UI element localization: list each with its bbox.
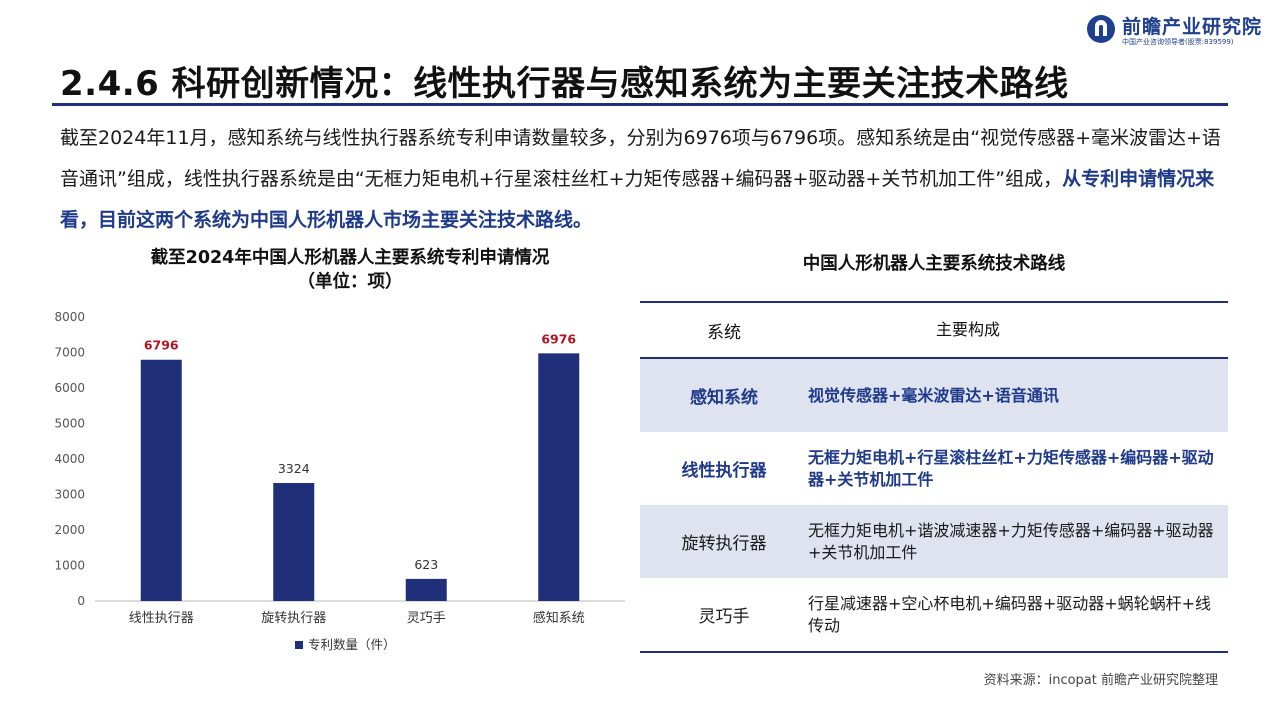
bar-4 xyxy=(538,353,580,601)
y-tick-label: 2000 xyxy=(54,523,85,537)
chart-title-block: 截至2024年中国人形机器人主要系统专利申请情况 （单位：项） xyxy=(60,246,640,294)
table-row: 旋转执行器 无框力矩电机+谐波减速器+力矩传感器+编码器+驱动器+关节机加工件 xyxy=(640,505,1228,578)
intro-paragraph: 截至2024年11月，感知系统与线性执行器系统专利申请数量较多，分别为6976项… xyxy=(60,118,1230,241)
table-cell-system: 线性执行器 xyxy=(681,461,767,481)
table-header-row: 系统 主要构成 xyxy=(640,303,1228,359)
x-tick-label: 线性执行器 xyxy=(129,611,194,626)
legend-label: 专利数量（件） xyxy=(308,637,396,652)
bar-value-label: 6976 xyxy=(541,331,576,346)
table-header-composition: 主要构成 xyxy=(935,320,1000,339)
y-tick-label: 1000 xyxy=(54,559,85,573)
table-header-system: 系统 xyxy=(707,322,741,343)
source-note: 资料来源：incopat 前瞻产业研究院整理 xyxy=(983,673,1218,688)
brand-name: 前瞻产业研究院 xyxy=(1122,16,1263,38)
bar-value-label: 6796 xyxy=(144,338,179,353)
y-tick-label: 7000 xyxy=(54,346,85,360)
table-row: 感知系统 视觉传感器+毫米波雷达+语音通讯 xyxy=(640,359,1228,432)
table-row: 灵巧手 行星减速器+空心杯电机+编码器+驱动器+蜗轮蜗杆+线传动 xyxy=(640,578,1228,651)
table-cell-system: 灵巧手 xyxy=(698,607,750,627)
bar-1 xyxy=(140,359,182,601)
intro-text: 截至2024年11月，感知系统与线性执行器系统专利申请数量较多，分别为6976项… xyxy=(60,127,1221,190)
brand-tagline: 中国产业咨询领导者(股票:839599) xyxy=(1122,38,1234,46)
table-row: 线性执行器 无框力矩电机+行星滚柱丝杠+力矩传感器+编码器+驱动器+关节机加工件 xyxy=(640,432,1228,505)
legend-swatch xyxy=(295,641,303,649)
table-cell-system: 旋转执行器 xyxy=(681,534,767,554)
bar-value-label: 3324 xyxy=(278,461,310,476)
chart-title: 截至2024年中国人形机器人主要系统专利申请情况 xyxy=(150,248,550,268)
table-cell-composition: 无框力矩电机+谐波减速器+力矩传感器+编码器+驱动器+关节机加工件 xyxy=(808,520,1214,562)
chart-subtitle: （单位：项） xyxy=(297,272,403,292)
table-cell-composition: 行星减速器+空心杯电机+编码器+驱动器+蜗轮蜗杆+线传动 xyxy=(808,593,1212,635)
x-tick-label: 灵巧手 xyxy=(407,611,446,626)
brand-mark-icon xyxy=(1087,15,1115,43)
brand-logo: 前瞻产业研究院 中国产业咨询领导者(股票:839599) xyxy=(1086,12,1266,48)
y-tick-label: 5000 xyxy=(54,417,85,431)
bar-value-label: 623 xyxy=(414,557,438,572)
title-divider xyxy=(52,103,1228,106)
table-cell-composition: 无框力矩电机+行星滚柱丝杠+力矩传感器+编码器+驱动器+关节机加工件 xyxy=(808,447,1214,489)
table-title: 中国人形机器人主要系统技术路线 xyxy=(802,254,1066,274)
intro-highlight: 从专利申请情况来看，目前这两个系统为中国人形机器人市场主要关注技术路线。 xyxy=(60,168,1215,231)
x-tick-label: 感知系统 xyxy=(533,610,585,626)
bar-2 xyxy=(273,482,315,601)
y-tick-label: 6000 xyxy=(54,381,85,395)
x-tick-label: 旋转执行器 xyxy=(261,611,326,626)
y-tick-label: 8000 xyxy=(54,310,85,324)
patent-bar-chart: 0 1000 2000 3000 4000 5000 6000 7000 8000 6796 线性执… xyxy=(54,310,625,652)
y-tick-label: 3000 xyxy=(54,488,85,502)
table-cell-composition: 视觉传感器+毫米波雷达+语音通讯 xyxy=(808,385,1059,405)
bar-3 xyxy=(405,578,447,601)
page-title: 2.4.6 科研创新情况：线性执行器与感知系统为主要关注技术路线 xyxy=(60,64,1069,104)
y-tick-label: 4000 xyxy=(54,452,85,466)
tech-route-table: 系统 主要构成 感知系统 视觉传感器+毫米波雷达+语音通讯 线性执行器 无框力矩… xyxy=(640,301,1228,653)
table-cell-system: 感知系统 xyxy=(690,388,758,408)
y-tick-label: 0 xyxy=(77,594,85,608)
